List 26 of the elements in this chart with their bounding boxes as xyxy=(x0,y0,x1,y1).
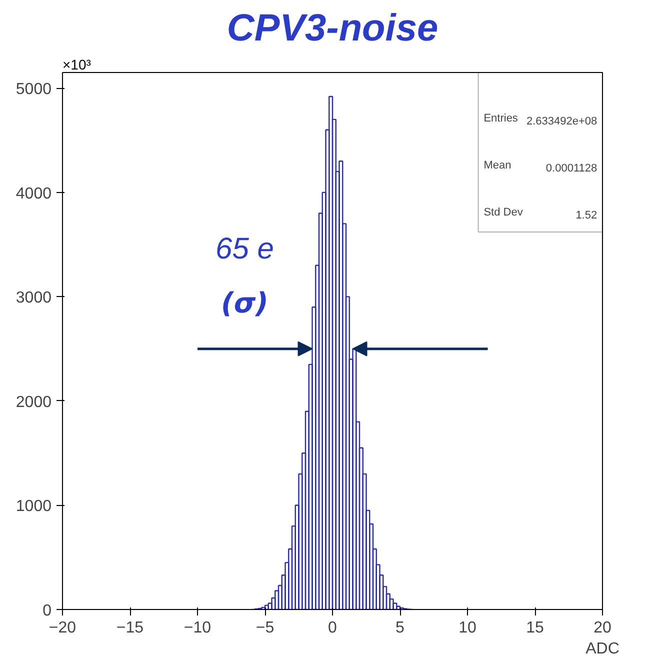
annotation: 65 e xyxy=(216,232,274,266)
x-tick-label: 10 xyxy=(458,620,476,636)
y-tick-label: 4000 xyxy=(16,185,52,202)
chart-title: CPV3-noise xyxy=(226,8,438,50)
x-tick-label: 0 xyxy=(328,620,338,636)
x-tick-label: −15 xyxy=(116,620,144,636)
annotation: (σ) xyxy=(221,286,268,320)
annotation: Entries xyxy=(484,112,518,125)
y-tick-label: 2000 xyxy=(16,394,52,411)
x-axis-title: ADC xyxy=(586,640,620,658)
annotation: 0.0001128 xyxy=(546,162,598,175)
y-tick-label: 3000 xyxy=(16,290,52,307)
annotation: 1.52 xyxy=(576,209,598,222)
x-tick-label: −5 xyxy=(256,620,274,636)
x-tick-label: 5 xyxy=(396,620,405,636)
y-tick-label: 1000 xyxy=(16,498,52,516)
x-tick-label: −10 xyxy=(184,620,212,636)
annotation: Mean xyxy=(484,160,512,172)
annotation: 2.633492e+08 xyxy=(526,116,598,128)
y-tick-label: 0 xyxy=(42,602,52,620)
x-tick-label: 15 xyxy=(526,620,544,636)
text: ×10³ xyxy=(62,56,92,72)
y-tick-label: 5000 xyxy=(16,81,52,98)
x-tick-label: −20 xyxy=(48,620,76,636)
annotation: Std Dev xyxy=(484,206,524,218)
x-tick-label: 20 xyxy=(594,620,612,636)
